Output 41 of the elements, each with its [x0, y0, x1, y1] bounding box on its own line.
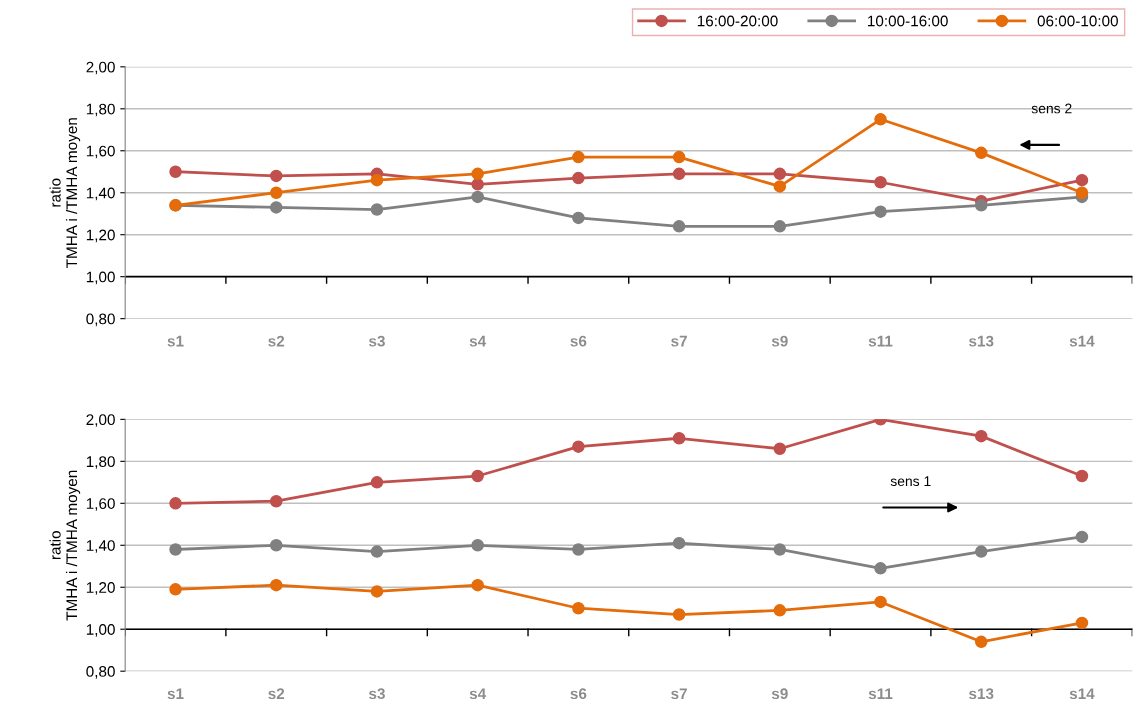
x-tick-label: s3 — [369, 688, 385, 700]
y-tick-label: 1,60 — [86, 498, 115, 511]
x-tick-label: s7 — [671, 335, 687, 347]
y-tick-label: 1,00 — [86, 271, 115, 285]
x-tick-label: s14 — [1069, 335, 1095, 347]
annotation: sens 2 — [1031, 103, 1072, 114]
x-tick-label: s13 — [969, 688, 994, 700]
x-tick-label: s9 — [771, 335, 788, 347]
x-tick-label: s4 — [469, 688, 487, 700]
y-tick-label: 2,00 — [86, 414, 115, 427]
x-tick-label: s9 — [771, 688, 788, 700]
x-tick-label: s2 — [268, 688, 285, 700]
legend-label: 06:00-10:00 — [1037, 15, 1118, 27]
x-tick-label: s1 — [167, 688, 184, 700]
x-tick-label: s11 — [868, 688, 893, 700]
y-tick-label: 0,80 — [86, 666, 115, 679]
y-tick-label: 0,80 — [86, 313, 115, 327]
x-tick-label: s2 — [268, 335, 285, 347]
y-tick-label: 1,20 — [86, 582, 115, 595]
y-tick-label: 2,00 — [86, 61, 115, 75]
y-tick-label: 1,00 — [86, 624, 115, 637]
annotation: sens 1 — [890, 476, 931, 487]
y-tick-label: 1,20 — [86, 229, 115, 243]
y-axis-title: ratio TMHA i /TMHA moyen — [49, 470, 81, 621]
x-tick-label: s14 — [1069, 688, 1095, 700]
x-tick-label: s13 — [969, 335, 994, 347]
y-tick-label: 1,80 — [86, 456, 115, 469]
y-tick-label: 1,60 — [86, 145, 115, 159]
legend-label: 16:00-20:00 — [697, 15, 778, 27]
x-tick-label: s1 — [167, 335, 184, 347]
x-tick-label: s6 — [570, 335, 587, 347]
y-axis-title: ratio TMHA i /TMHA moyen — [49, 118, 81, 268]
x-tick-label: s7 — [671, 688, 687, 700]
x-tick-label: s11 — [868, 335, 893, 347]
y-tick-label: 1,80 — [86, 103, 115, 117]
y-tick-label: 1,40 — [86, 187, 115, 201]
legend-label: 10:00-16:00 — [868, 15, 948, 27]
x-tick-label: s4 — [469, 335, 487, 347]
y-tick-label: 1,40 — [86, 540, 115, 553]
x-tick-label: s6 — [570, 688, 587, 700]
x-tick-label: s3 — [369, 335, 385, 347]
